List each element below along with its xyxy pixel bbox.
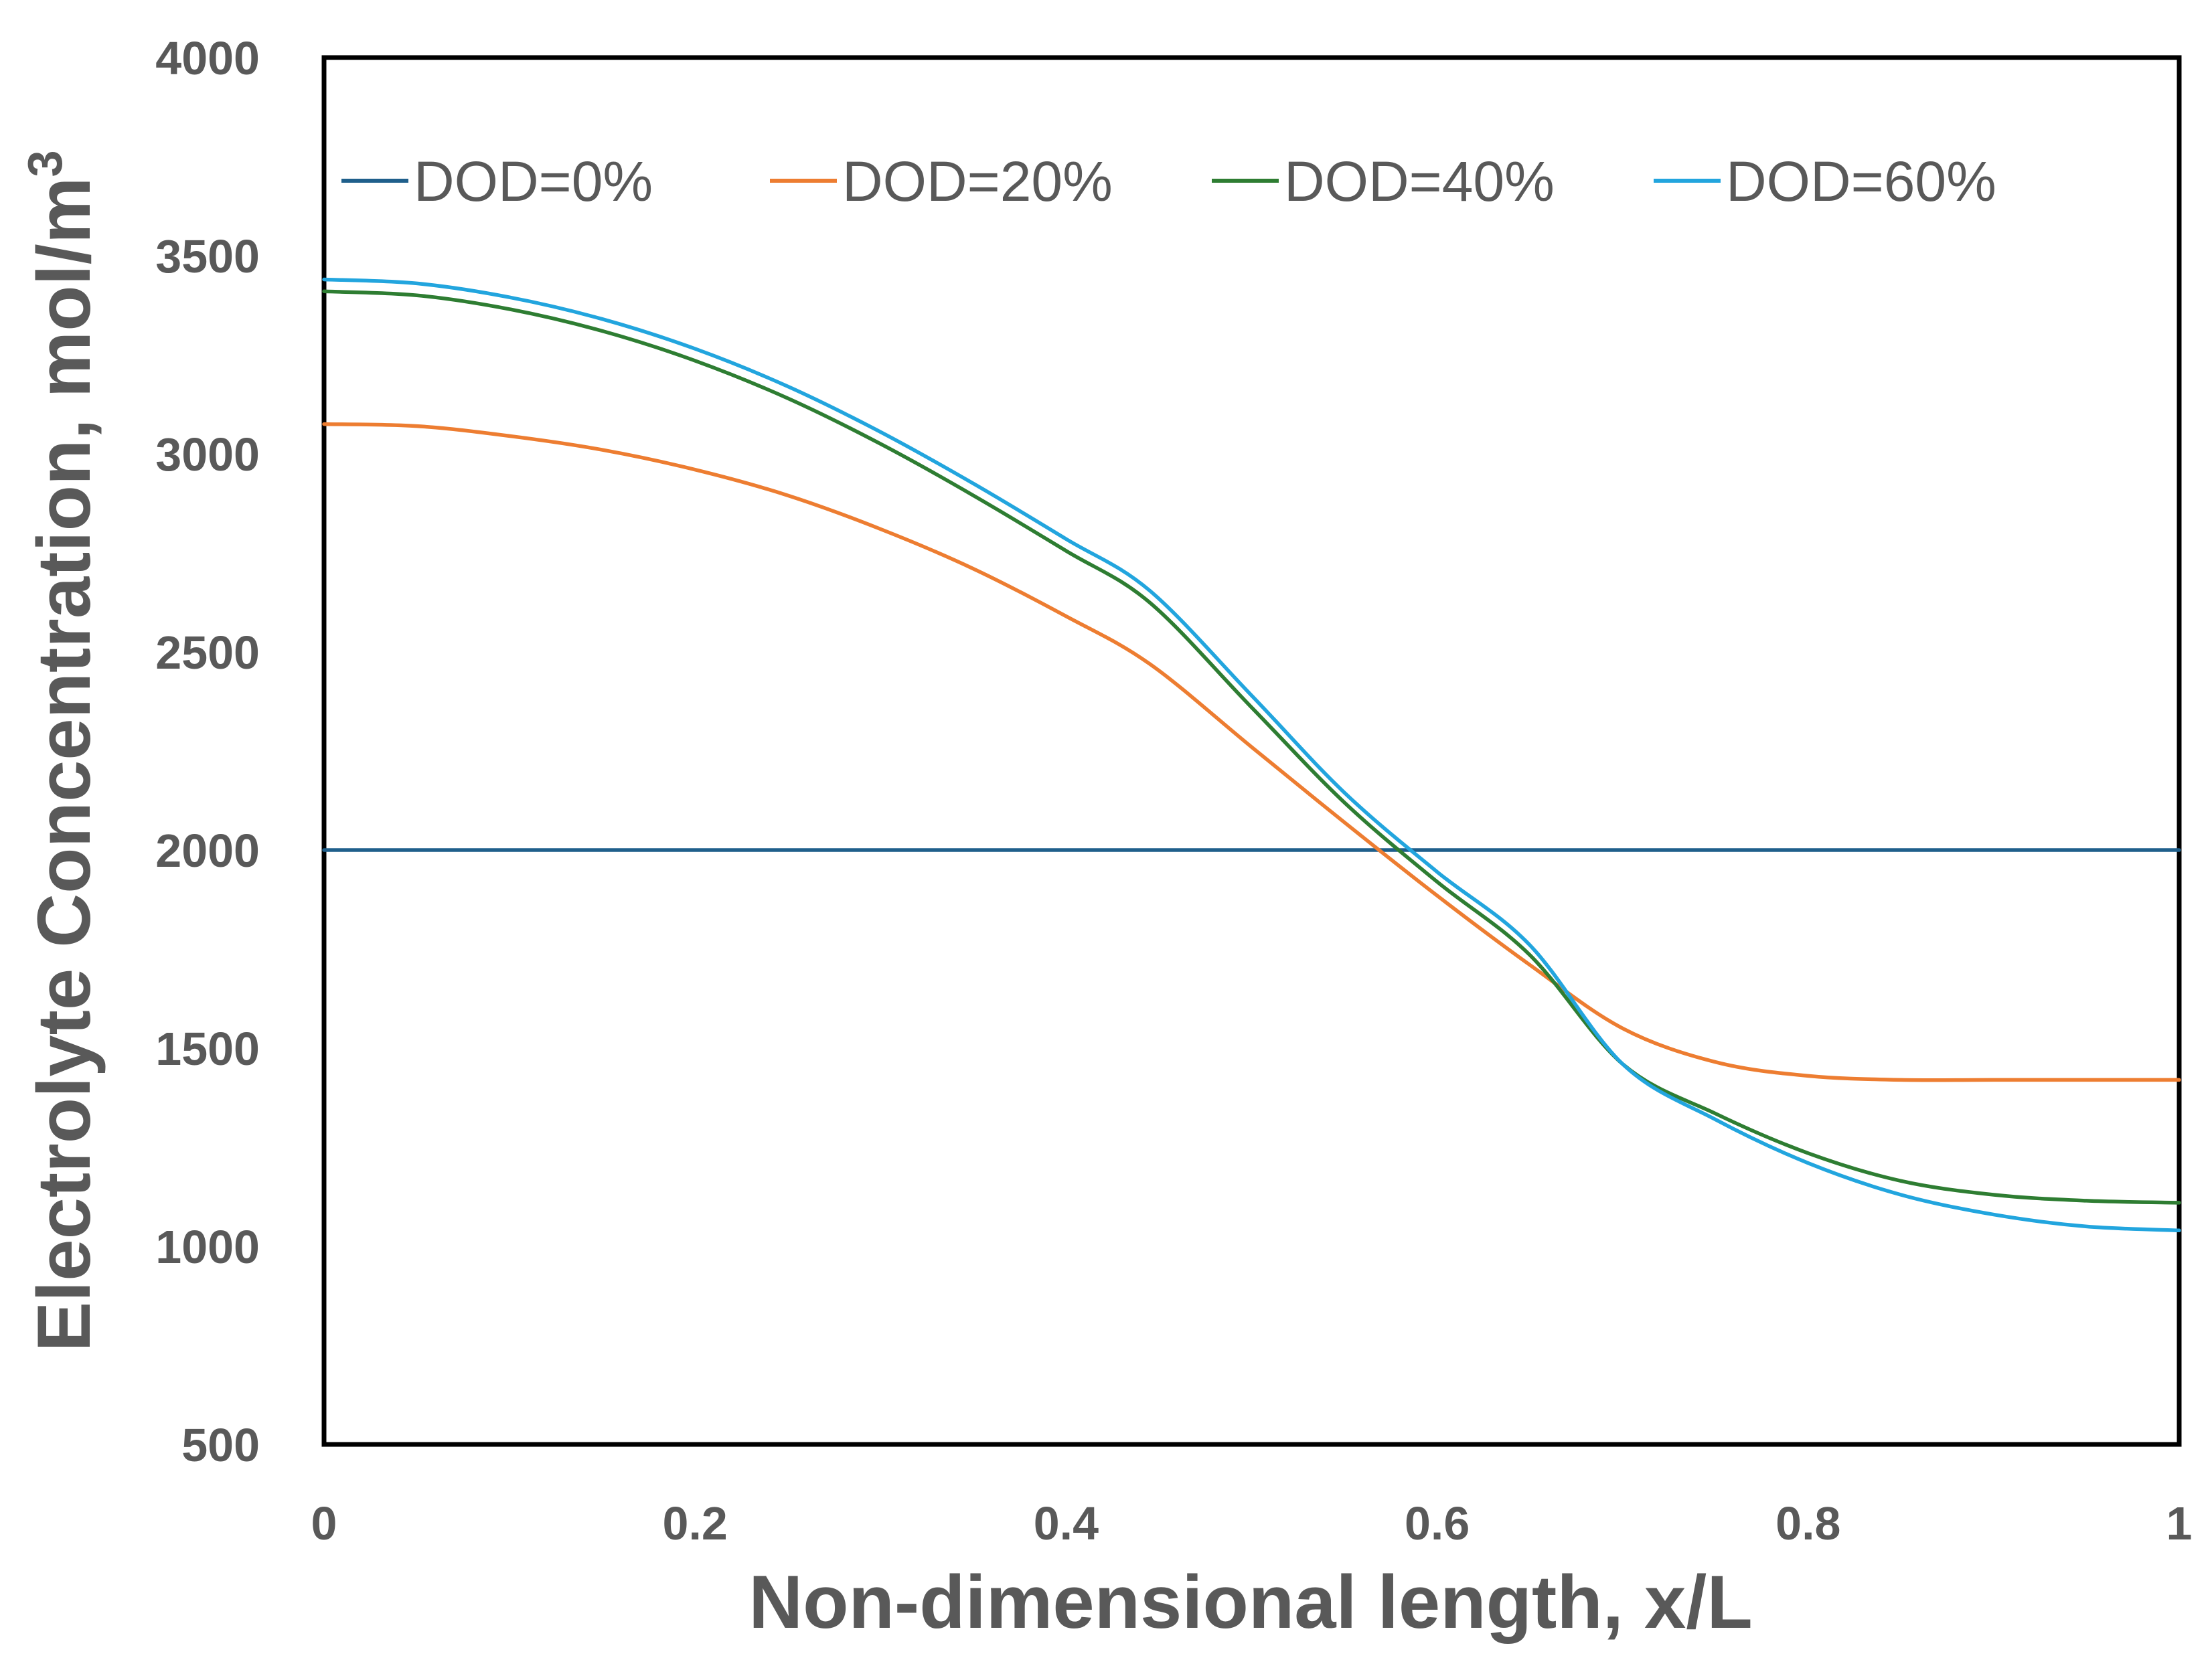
x-tick-label: 0 bbox=[311, 1497, 337, 1550]
y-tick-label: 3500 bbox=[155, 230, 260, 282]
legend-label-0: DOD=0% bbox=[414, 150, 653, 213]
x-tick-label: 0.2 bbox=[663, 1497, 728, 1550]
series-line-1 bbox=[322, 422, 2181, 1082]
y-tick-label: 3000 bbox=[155, 428, 260, 481]
y-tick-label: 2000 bbox=[155, 825, 260, 877]
y-tick-label: 2500 bbox=[155, 626, 260, 679]
y-tick-label: 1000 bbox=[155, 1221, 260, 1273]
legend-label-3: DOD=60% bbox=[1726, 150, 1996, 213]
y-axis-title-main: Electrolyte Concentration, mol/m bbox=[22, 177, 106, 1352]
y-tick-label: 500 bbox=[181, 1419, 260, 1471]
legend-label-1: DOD=20% bbox=[842, 150, 1113, 213]
legend: DOD=0% DOD=20% DOD=40% DOD=60% bbox=[341, 150, 1996, 213]
x-tick-label: 0.4 bbox=[1034, 1497, 1099, 1550]
plot-area-border bbox=[321, 55, 2182, 1447]
x-tick-label: 0.6 bbox=[1405, 1497, 1470, 1550]
x-tick-label: 0.8 bbox=[1775, 1497, 1840, 1550]
x-axis-title: Non-dimensional length, x/L bbox=[748, 1560, 1753, 1644]
series-lines bbox=[322, 277, 2181, 1233]
series-line-3 bbox=[322, 277, 2181, 1233]
y-axis-title: Electrolyte Concentration, mol/m3 bbox=[19, 150, 106, 1351]
x-axis-ticks: 0 0.2 0.4 0.6 0.8 1 bbox=[311, 1497, 2193, 1550]
y-axis-ticks: 500 1000 1500 2000 2500 3000 3500 4000 bbox=[155, 32, 260, 1471]
y-tick-label: 4000 bbox=[155, 32, 260, 84]
y-axis-title-superscript: 3 bbox=[19, 150, 72, 177]
legend-label-2: DOD=40% bbox=[1284, 150, 1555, 213]
series-line-2 bbox=[322, 289, 2181, 1205]
y-tick-label: 1500 bbox=[155, 1023, 260, 1075]
x-tick-label: 1 bbox=[2166, 1497, 2193, 1550]
